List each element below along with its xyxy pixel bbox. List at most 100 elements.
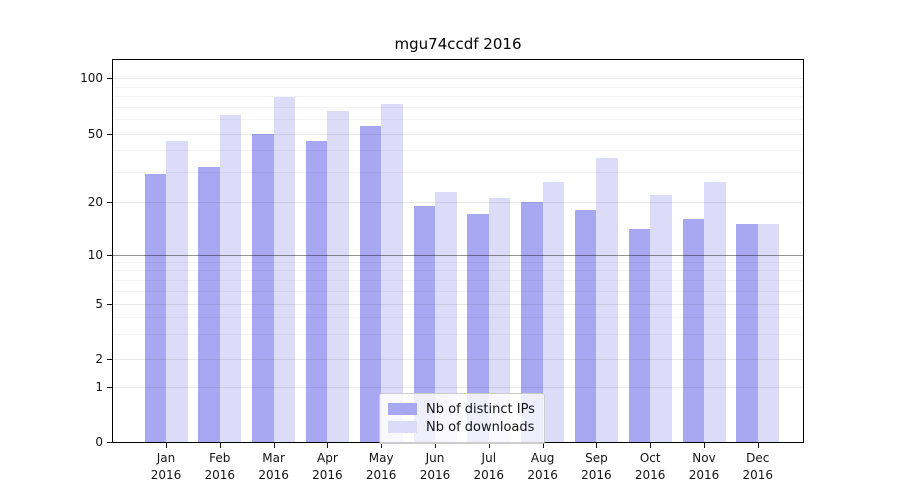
x-tick-year: 2016 — [204, 468, 236, 482]
x-tick-month: Oct — [639, 451, 661, 465]
x-tick-month: Jun — [425, 451, 445, 465]
y-tick-0 — [107, 442, 112, 443]
bar-distinct-ips-may — [359, 125, 382, 442]
y-tick-label-5: 5 — [95, 296, 103, 311]
y-tick-10 — [107, 255, 112, 256]
y-tick-1 — [107, 387, 112, 388]
legend: Nb of distinct IPs Nb of downloads — [379, 393, 545, 444]
x-tick-apr — [327, 443, 328, 448]
minor-gridline-40 — [113, 150, 803, 152]
x-tick-label-dec: Dec 2016 — [728, 450, 788, 484]
legend-swatch-distinct-ips — [388, 403, 417, 415]
y-tick-label-1: 1 — [95, 380, 103, 394]
x-tick-oct — [650, 443, 651, 448]
x-tick-jul — [489, 443, 490, 448]
bar-distinct-ips-apr — [305, 141, 328, 442]
minor-gridline-60 — [113, 118, 803, 120]
major-gridline-2 — [113, 358, 803, 360]
x-tick-label-jul: Jul 2016 — [459, 450, 519, 484]
y-tick-label-0: 0 — [95, 435, 103, 449]
x-tick-month: Sep — [585, 451, 608, 465]
y-tick-label-2: 2 — [95, 351, 103, 366]
x-tick-label-mar: Mar 2016 — [244, 450, 304, 484]
x-tick-year: 2016 — [473, 468, 505, 482]
major-gridline-5 — [113, 303, 803, 305]
y-tick-5 — [107, 304, 112, 305]
x-tick-month: Aug — [530, 451, 555, 465]
reference-line — [113, 254, 803, 256]
bar-distinct-ips-jul — [467, 214, 489, 442]
y-tick-2 — [107, 359, 112, 360]
y-tick-50 — [107, 134, 112, 135]
bar-distinct-ips-dec — [736, 223, 758, 442]
minor-gridline-80 — [113, 96, 803, 98]
x-tick-month: Feb — [209, 451, 231, 465]
major-gridline-50 — [113, 133, 803, 135]
bar-distinct-ips-jan — [144, 174, 166, 442]
minor-gridline-9 — [113, 261, 803, 263]
major-gridline-10 — [113, 254, 803, 256]
major-gridline-1 — [113, 387, 803, 388]
bar-distinct-ips-aug — [521, 202, 543, 442]
major-gridline-20 — [113, 202, 803, 203]
legend-swatch-downloads — [388, 421, 417, 433]
x-tick-label-jun: Jun 2016 — [405, 450, 465, 484]
x-tick-year: 2016 — [742, 468, 774, 482]
chart-title: mgu74ccdf 2016 — [394, 35, 522, 53]
legend-label-distinct-ips: Nb of distinct IPs — [426, 401, 535, 417]
minor-gridline-3 — [113, 334, 803, 336]
bar-downloads-jul — [488, 198, 511, 442]
x-tick-month: May — [368, 451, 394, 465]
x-tick-jan — [166, 443, 167, 448]
bar-downloads-jan — [166, 141, 188, 442]
x-tick-mar — [274, 443, 275, 448]
bar-distinct-ips-mar — [252, 133, 274, 442]
minor-gridline-8 — [113, 270, 803, 272]
x-tick-month: Mar — [262, 451, 285, 465]
bar-downloads-apr — [327, 111, 349, 442]
y-tick-label-20: 20 — [87, 195, 103, 209]
x-tick-label-feb: Feb 2016 — [190, 450, 250, 484]
bar-distinct-ips-feb — [198, 166, 220, 442]
bar-downloads-mar — [273, 97, 296, 442]
x-tick-year: 2016 — [581, 468, 612, 482]
bar-distinct-ips-oct — [628, 229, 651, 442]
y-tick-label-50: 50 — [87, 126, 103, 141]
x-tick-year: 2016 — [258, 468, 289, 482]
legend-label-downloads: Nb of downloads — [426, 419, 535, 435]
bar-downloads-dec — [757, 223, 780, 442]
x-tick-label-aug: Aug 2016 — [513, 450, 573, 484]
minor-gridline-90 — [113, 86, 803, 88]
x-tick-year: 2016 — [365, 468, 397, 482]
bar-distinct-ips-jun — [413, 205, 435, 442]
bar-distinct-ips-nov — [682, 218, 704, 442]
x-tick-month: Jul — [481, 451, 497, 465]
x-tick-year: 2016 — [312, 468, 343, 482]
x-tick-dec — [758, 443, 759, 448]
y-tick-label-10: 10 — [87, 247, 103, 262]
bar-downloads-sep — [596, 158, 618, 442]
legend-row-distinct-ips: Nb of distinct IPs — [388, 401, 536, 417]
minor-gridline-70 — [113, 106, 803, 108]
x-tick-year: 2016 — [527, 468, 558, 482]
bar-downloads-nov — [704, 182, 726, 442]
bar-downloads-jun — [435, 191, 457, 442]
y-tick-20 — [107, 202, 112, 203]
x-tick-label-apr: Apr 2016 — [297, 450, 357, 484]
minor-gridline-6 — [113, 290, 803, 292]
y-tick-100 — [107, 78, 112, 79]
bar-downloads-aug — [542, 182, 565, 442]
x-tick-year: 2016 — [688, 468, 720, 482]
x-tick-label-oct: Oct 2016 — [620, 450, 680, 484]
x-tick-year: 2016 — [634, 468, 666, 482]
x-tick-aug — [543, 443, 544, 448]
y-tick-label-100: 100 — [80, 71, 103, 86]
x-tick-label-may: May 2016 — [351, 450, 411, 484]
x-tick-month: Nov — [692, 451, 716, 465]
x-tick-feb — [220, 443, 221, 448]
x-tick-jun — [435, 443, 436, 448]
x-tick-label-nov: Nov 2016 — [674, 450, 734, 484]
bar-downloads-oct — [650, 194, 672, 442]
major-gridline-100 — [113, 78, 803, 80]
